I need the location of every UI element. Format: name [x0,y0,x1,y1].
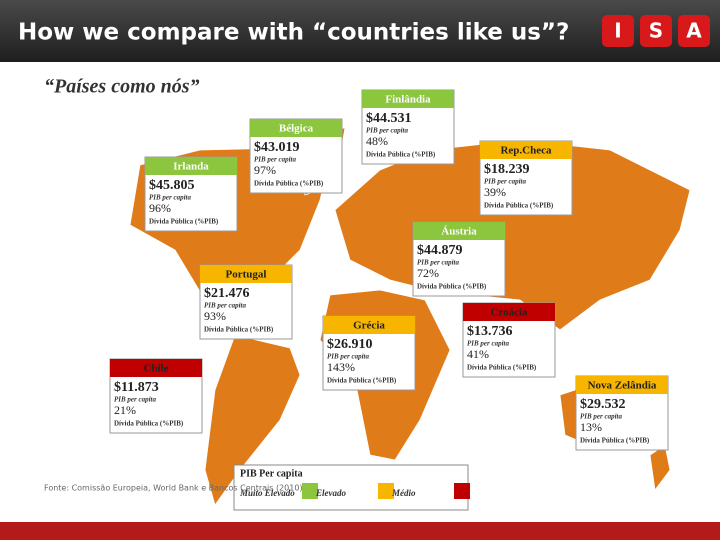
gdp-label: PIB per capita [484,178,526,186]
country-name: Irlanda [173,161,209,173]
country-name: Bélgica [279,123,314,135]
legend-box [233,464,469,511]
box-header [576,376,668,394]
header-title: How we compare with “countries like us”? [18,20,569,46]
box-header [480,141,572,159]
gdp-label: PIB per capita [417,259,459,267]
debt-value: 96% [149,201,171,215]
box-header [145,157,237,175]
box-header [362,90,454,108]
subtitle: “Países como nós” [44,76,200,98]
debt-label: Dívida Pública (%PIB) [484,202,554,210]
footer-bar [0,522,720,540]
debt-label: Dívida Pública (%PIB) [204,326,274,334]
gdp-value: $11.873 [114,380,159,395]
legend-label: Elevado [315,488,346,498]
logo-tile [678,15,710,47]
legend-label: Muito Elevado [239,488,295,498]
debt-value: 41% [467,347,489,361]
gdp-label: PIB per capita [254,156,296,164]
box-header [413,222,505,240]
gdp-label: PIB per capita [366,127,408,135]
gdp-value: $44.879 [417,243,463,258]
debt-value: 39% [484,185,506,199]
new-zealand [649,444,671,492]
gdp-value: $29.532 [580,397,626,412]
legend-swatch [378,483,394,499]
source: Fonte: Comissão Europeia, World Bank e B… [44,484,303,493]
legend-title: PIB Per capita [240,468,303,479]
country-name: Chile [143,363,168,375]
country-name: Finlândia [385,94,431,106]
country-name: Portugal [226,269,267,281]
box-header [110,359,202,377]
gdp-value: $43.019 [254,140,300,155]
gdp-label: PIB per capita [580,413,622,421]
debt-label: Dívida Pública (%PIB) [327,377,397,385]
debt-value: 143% [327,360,355,374]
debt-value: 48% [366,134,388,148]
box-header [250,119,342,137]
legend-items: Muito Elevado Elevado Médio [239,483,470,499]
logo-tile [640,15,672,47]
debt-value: 93% [204,309,226,323]
header-bar [0,0,720,62]
debt-value: 21% [114,403,136,417]
debt-label: Dívida Pública (%PIB) [417,283,487,291]
gdp-value: $13.736 [467,324,513,339]
gdp-value: $26.910 [327,337,373,352]
debt-value: 72% [417,266,439,280]
box-header [463,303,555,321]
box-header [200,265,292,283]
gdp-value: $44.531 [366,111,412,126]
country-name: Grécia [353,320,385,332]
debt-label: Dívida Pública (%PIB) [114,420,184,428]
debt-label: Dívida Pública (%PIB) [467,364,537,372]
debt-label: Dívida Pública (%PIB) [366,151,436,159]
country-name: Áustria [441,226,477,238]
legend-label: Médio [391,488,416,498]
gdp-label: PIB per capita [204,302,246,310]
country-name: Rep.Checa [500,145,552,157]
country-name: Croácia [490,307,528,319]
gdp-label: PIB per capita [327,353,369,361]
logo-letter: A [686,19,702,43]
debt-label: Dívida Pública (%PIB) [254,180,324,188]
legend: PIB Per capita Muito Elevado Elevado Médio [233,464,470,511]
box-header [323,316,415,334]
gdp-label: PIB per capita [467,340,509,348]
logo-letter: I [614,19,621,43]
legend-swatch [302,483,318,499]
logo-letter: S [649,19,663,43]
logo-tile [602,15,634,47]
legend-swatch [454,483,470,499]
debt-value: 97% [254,163,276,177]
gdp-value: $18.239 [484,162,530,177]
gdp-value: $45.805 [149,178,195,193]
country-name: Nova Zelândia [588,380,657,392]
debt-label: Dívida Pública (%PIB) [149,218,219,226]
debt-label: Dívida Pública (%PIB) [580,437,650,445]
gdp-label: PIB per capita [114,396,156,404]
gdp-label: PIB per capita [149,194,191,202]
gdp-value: $21.476 [204,286,250,301]
debt-value: 13% [580,420,602,434]
